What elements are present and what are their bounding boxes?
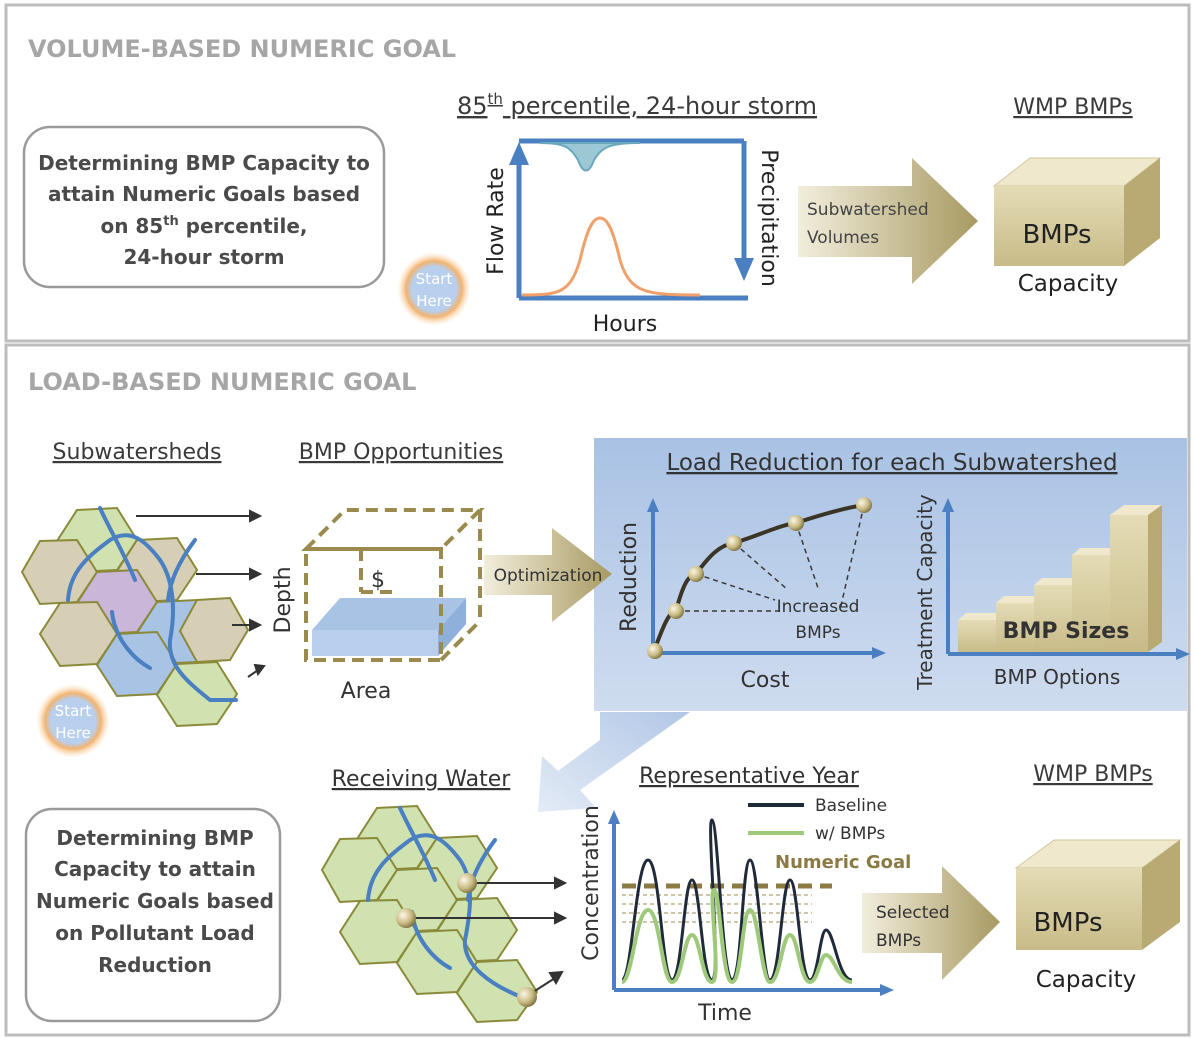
volume-arrow-label-line-1: Subwatershed bbox=[807, 200, 929, 220]
receiving-water-arrows bbox=[408, 876, 568, 997]
subwatershed-river bbox=[66, 506, 238, 702]
bmp-opportunity-cube bbox=[301, 508, 485, 662]
volume-start-here-line-2: Here bbox=[416, 292, 452, 310]
volume-capacity-label: Capacity bbox=[1018, 271, 1119, 297]
reduction-axis-label: Reduction bbox=[617, 522, 642, 632]
volume-box-line-1: Determining BMP Capacity to bbox=[38, 151, 370, 175]
load-start-here-line-1: Start bbox=[55, 702, 92, 720]
receiving-node-2 bbox=[396, 908, 416, 928]
cost-dollar-label: $ bbox=[371, 568, 385, 593]
precipitation-axis-arrowhead bbox=[734, 258, 754, 281]
receiving-node-3 bbox=[517, 987, 537, 1007]
load-box-line-2: Capacity to attain bbox=[54, 857, 256, 881]
load-bmp-box-icon bbox=[1014, 839, 1182, 950]
receiving-water-river bbox=[366, 806, 526, 1000]
hydrograph-peak-curve bbox=[521, 216, 701, 297]
reduction-point-1 bbox=[647, 643, 663, 659]
load-box-line-1: Determining BMP bbox=[56, 826, 253, 850]
time-axis-label: Time bbox=[697, 1001, 752, 1026]
load-box-line-3: Numeric Goals based bbox=[36, 889, 274, 913]
optimization-arrow-icon bbox=[484, 528, 612, 622]
reduction-point-6 bbox=[856, 497, 872, 513]
load-description-box bbox=[24, 807, 282, 1023]
load-capacity-label: Capacity bbox=[1036, 967, 1137, 993]
area-label: Area bbox=[341, 679, 392, 704]
concentration-axis-label: Concentration bbox=[579, 805, 604, 961]
hydrograph-chart bbox=[509, 138, 754, 301]
volume-bmp-box-icon bbox=[992, 157, 1162, 266]
selected-bmps-line-2: BMPs bbox=[876, 931, 921, 951]
volume-box-line-2: attain Numeric Goals based bbox=[48, 182, 360, 206]
volume-box-line-3: on 85th percentile, bbox=[100, 214, 307, 238]
feedback-arrow-icon bbox=[538, 712, 690, 812]
volume-section-title: VOLUME-BASED NUMERIC GOAL bbox=[28, 35, 456, 63]
bmp-size-bar-5 bbox=[1110, 505, 1162, 652]
volume-flow-arrow-icon bbox=[798, 158, 978, 284]
concentration-chart bbox=[608, 810, 894, 996]
volume-bmps-label: BMPs bbox=[1022, 220, 1091, 250]
reduction-point-4 bbox=[726, 535, 742, 551]
load-start-here-line-2: Here bbox=[55, 724, 91, 742]
load-bmps-label: BMPs bbox=[1033, 908, 1102, 938]
bmp-sizes-label: BMP Sizes bbox=[1003, 619, 1130, 644]
reduction-point-3 bbox=[688, 566, 704, 582]
flow-rate-axis-arrowhead bbox=[509, 142, 529, 165]
legend-numeric-goal-label: Numeric Goal bbox=[775, 852, 911, 873]
legend-bmps-label: w/ BMPs bbox=[815, 824, 885, 844]
bmps-series-line bbox=[620, 887, 853, 985]
storm-chart-title: 85th percentile, 24-hour storm bbox=[457, 90, 817, 120]
receiving-node-1 bbox=[457, 873, 477, 893]
volume-arrow-label-line-2: Volumes bbox=[807, 228, 879, 248]
subwatershed-arrows bbox=[136, 509, 266, 678]
reduction-point-2 bbox=[668, 603, 684, 619]
increased-bmps-line-1: Increased bbox=[777, 597, 860, 617]
bmp-opportunities-title: BMP Opportunities bbox=[299, 440, 503, 465]
reduction-cost-chart bbox=[647, 497, 886, 659]
load-reduction-title: Load Reduction for each Subwatershed bbox=[666, 450, 1117, 476]
hours-axis-label: Hours bbox=[593, 312, 657, 337]
selected-bmps-line-1: Selected bbox=[876, 903, 950, 923]
precipitation-hyetograph bbox=[539, 142, 641, 172]
volume-description-box bbox=[22, 125, 386, 289]
subwatersheds-title: Subwatersheds bbox=[53, 440, 222, 465]
bmp-options-axis-label: BMP Options bbox=[994, 665, 1121, 689]
precipitation-axis-label: Precipitation bbox=[756, 149, 781, 287]
depth-label: Depth bbox=[271, 566, 296, 633]
volume-wmp-title: WMP BMPs bbox=[1013, 95, 1132, 120]
load-box-line-5: Reduction bbox=[98, 953, 212, 977]
load-wmp-title: WMP BMPs bbox=[1033, 762, 1152, 787]
volume-start-here-line-1: Start bbox=[416, 270, 453, 288]
legend-baseline-label: Baseline bbox=[815, 796, 887, 816]
volume-box-line-4: 24-hour storm bbox=[123, 245, 284, 269]
subwatershed-map bbox=[20, 506, 250, 728]
increased-bmps-line-2: BMPs bbox=[795, 623, 840, 643]
optimization-label: Optimization bbox=[494, 566, 603, 586]
cost-axis-label: Cost bbox=[741, 668, 790, 693]
representative-year-title: Representative Year bbox=[639, 764, 860, 789]
load-box-line-4: on Pollutant Load bbox=[55, 921, 254, 945]
reduction-point-5 bbox=[788, 515, 804, 531]
treatment-capacity-axis-label: Treatment Capacity bbox=[913, 494, 937, 691]
load-section-title: LOAD-BASED NUMERIC GOAL bbox=[28, 368, 416, 396]
selected-bmps-arrow-icon bbox=[862, 866, 1000, 980]
load-start-here-icon bbox=[37, 685, 109, 757]
flow-rate-axis-label: Flow Rate bbox=[484, 167, 509, 275]
receiving-water-title: Receiving Water bbox=[332, 767, 512, 792]
bmp-sizes-chart bbox=[942, 498, 1190, 660]
start-here-icon bbox=[398, 253, 470, 325]
